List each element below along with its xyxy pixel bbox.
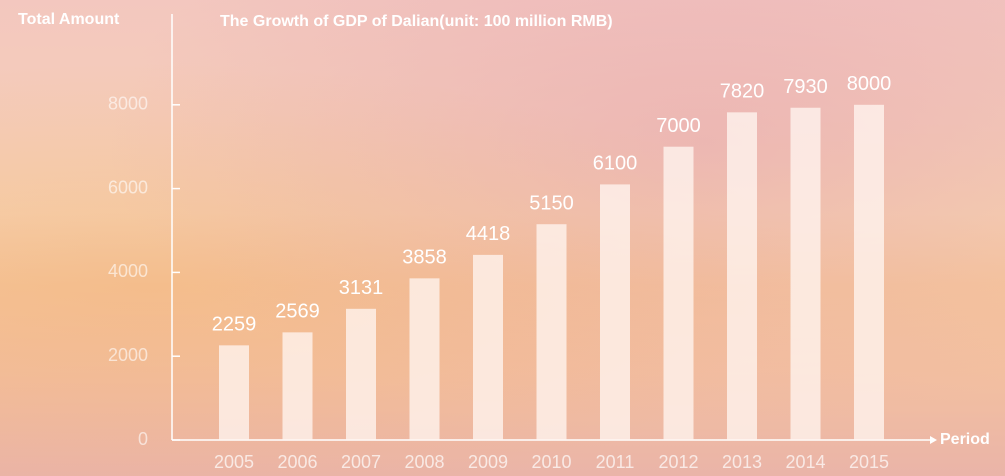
value-label: 8000	[847, 73, 892, 95]
chart-screen: Total Amount The Growth of GDP of Dalian…	[0, 0, 1005, 476]
value-label: 2259	[212, 314, 257, 336]
bar	[219, 345, 249, 440]
value-label: 7000	[656, 115, 701, 137]
value-label: 5150	[529, 192, 574, 214]
chart-title: The Growth of GDP of Dalian(unit: 100 mi…	[220, 13, 613, 30]
bar	[283, 332, 313, 440]
value-label: 7820	[720, 81, 765, 103]
value-label: 7930	[783, 76, 828, 98]
x-tick-label: 2009	[468, 452, 508, 472]
bar	[410, 278, 440, 440]
bar	[727, 112, 757, 440]
bar	[346, 309, 376, 440]
bar	[854, 105, 884, 440]
x-tick-label: 2012	[658, 452, 698, 472]
bar	[600, 184, 630, 440]
x-tick-label: 2007	[341, 452, 381, 472]
y-tick-label: 4000	[108, 261, 148, 281]
value-label: 4418	[466, 223, 511, 245]
x-tick-label: 2013	[722, 452, 762, 472]
x-tick-label: 2015	[849, 452, 889, 472]
value-label: 3131	[339, 277, 384, 299]
value-label: 2569	[275, 301, 320, 323]
y-tick-label: 6000	[108, 177, 148, 197]
x-tick-label: 2010	[531, 452, 571, 472]
x-tick-label: 2005	[214, 452, 254, 472]
y-axis-label: Total Amount	[18, 11, 120, 28]
x-tick-label: 2011	[596, 452, 635, 472]
value-label: 6100	[593, 153, 638, 175]
x-tick-label: 2006	[277, 452, 317, 472]
x-tick-label: 2014	[785, 452, 825, 472]
bar	[664, 147, 694, 440]
bar	[473, 255, 503, 440]
x-tick-label: 2008	[404, 452, 444, 472]
x-axis-label: Period	[940, 431, 990, 448]
value-label: 3858	[402, 247, 447, 269]
x-axis-arrow	[930, 436, 937, 444]
chart: Total Amount The Growth of GDP of Dalian…	[0, 0, 1005, 476]
y-tick-label: 2000	[108, 345, 148, 365]
y-tick-label: 0	[138, 429, 148, 449]
bar	[791, 108, 821, 440]
y-tick-label: 8000	[108, 94, 148, 114]
bar	[537, 224, 567, 440]
